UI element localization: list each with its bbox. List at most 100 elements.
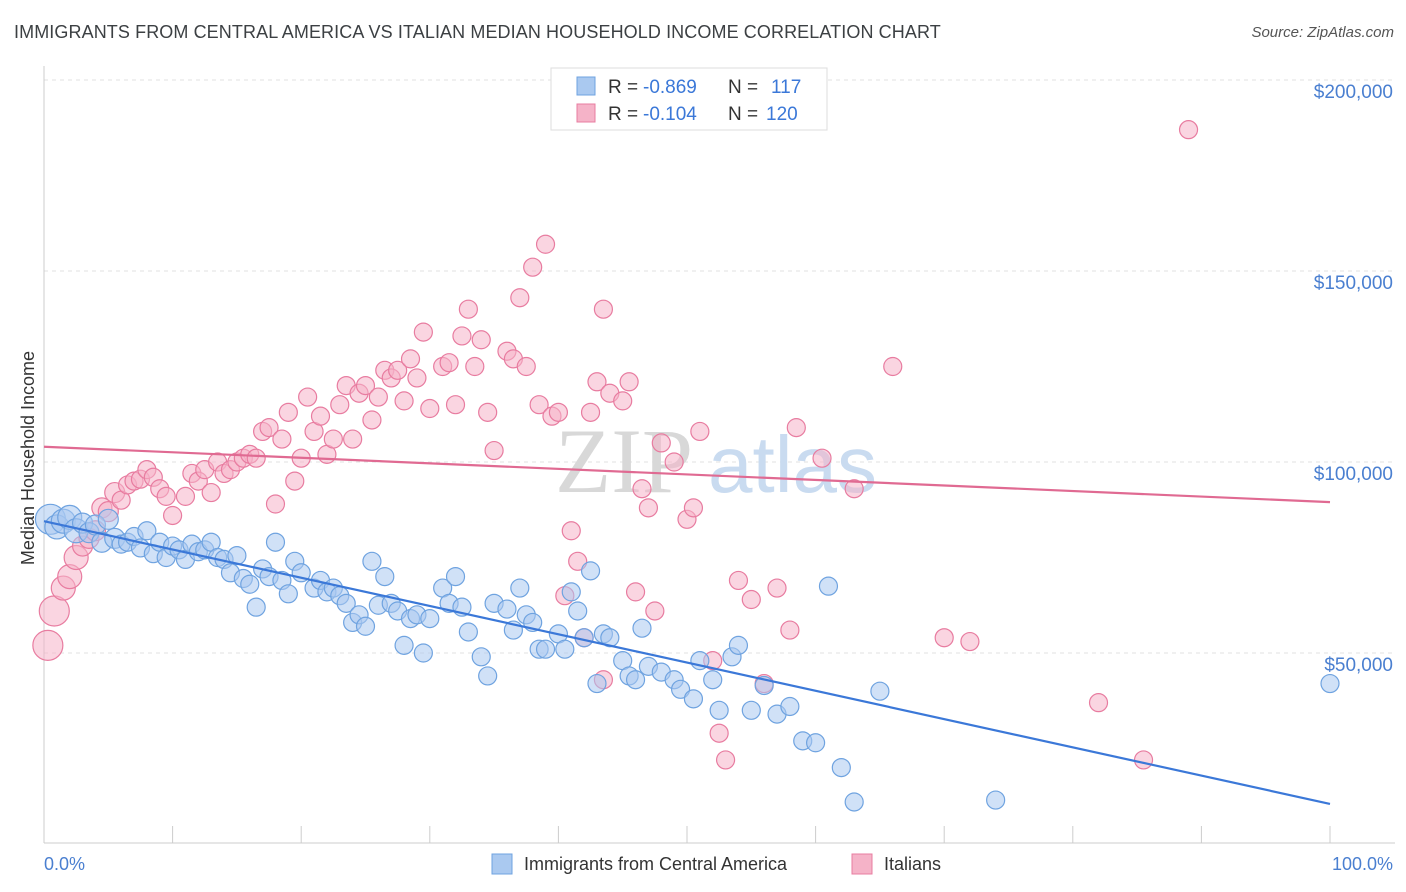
data-point-immigrants — [137, 521, 157, 541]
data-point-immigrants — [497, 599, 517, 619]
data-point-italians — [330, 395, 350, 415]
data-point-immigrants — [600, 628, 620, 648]
data-point-italians — [310, 406, 331, 426]
data-point-italians — [715, 750, 736, 770]
data-point-immigrants — [478, 666, 498, 686]
data-point-italians — [587, 372, 607, 392]
data-point-italians — [265, 494, 286, 514]
data-point-italians — [201, 482, 221, 503]
trend-line-immigrants — [43, 520, 1331, 805]
data-point-italians — [413, 322, 433, 342]
chart-title: IMMIGRANTS FROM CENTRAL AMERICA VS ITALI… — [14, 22, 941, 42]
data-point-immigrants — [394, 635, 414, 655]
data-point-italians — [1088, 693, 1109, 713]
bottom-legend-label-italians: Italians — [884, 854, 941, 874]
data-point-immigrants — [632, 618, 652, 638]
data-point-italians — [368, 387, 388, 407]
data-point-italians — [638, 498, 659, 518]
data-point-italians — [786, 418, 806, 438]
data-point-italians — [343, 429, 363, 449]
data-point-italians — [445, 395, 466, 415]
data-point-italians — [767, 578, 787, 598]
data-point-italians — [465, 356, 485, 377]
data-point-italians — [664, 452, 684, 472]
data-point-italians — [471, 330, 491, 350]
data-point-immigrants — [240, 574, 260, 594]
chart-source: Source: ZipAtlas.com — [1251, 24, 1394, 41]
data-point-italians — [561, 521, 581, 541]
grid-lines — [44, 79, 1395, 654]
data-point-immigrants — [844, 792, 864, 812]
data-point-immigrants — [420, 609, 440, 629]
data-point-italians — [278, 402, 298, 422]
data-point-immigrants — [535, 639, 556, 659]
series-immigrants — [34, 503, 1340, 812]
data-point-italians — [1133, 750, 1154, 770]
bottom-legend-swatch-blue — [491, 853, 513, 875]
data-point-immigrants — [683, 689, 704, 709]
data-point-italians — [568, 551, 588, 571]
y-tick-label: $50,000 — [1324, 655, 1393, 676]
data-point-italians — [323, 429, 343, 449]
data-point-immigrants — [831, 757, 851, 778]
data-point-italians — [32, 629, 64, 661]
data-point-italians — [394, 391, 414, 411]
data-point-italians — [400, 349, 421, 369]
data-point-italians — [883, 356, 903, 377]
data-point-italians — [156, 486, 176, 506]
data-point-italians — [619, 372, 639, 392]
data-point-immigrants — [580, 561, 601, 581]
legend-r-value-1: -0.869 — [643, 77, 697, 98]
bottom-legend-label-immigrants: Immigrants from Central America — [524, 854, 788, 874]
data-point-immigrants — [458, 622, 478, 642]
data-point-italians — [683, 498, 704, 518]
data-point-immigrants — [445, 566, 466, 587]
axes — [43, 66, 1395, 844]
data-point-immigrants — [355, 616, 376, 636]
data-point-immigrants — [246, 597, 266, 617]
y-tick-label: $100,000 — [1314, 464, 1393, 485]
data-point-immigrants — [278, 584, 298, 604]
legend-n-label-2: N = — [728, 104, 758, 125]
data-point-italians — [362, 410, 382, 430]
x-tick-labels: 0.0% 100.0% — [44, 854, 1393, 874]
data-point-immigrants — [728, 635, 749, 655]
data-point-italians — [523, 257, 543, 277]
data-point-italians — [728, 570, 749, 591]
data-point-italians — [285, 471, 305, 491]
legend-swatch-pink — [576, 103, 596, 123]
data-point-immigrants — [265, 532, 286, 552]
data-point-immigrants — [1320, 673, 1340, 694]
data-point-italians — [613, 391, 633, 411]
data-point-immigrants — [986, 790, 1006, 810]
data-point-italians — [163, 505, 183, 526]
top-legend: R = -0.869 N = 117 R = -0.104 N = 120 — [550, 67, 828, 131]
data-point-italians — [439, 353, 459, 373]
data-point-italians — [1178, 120, 1199, 140]
bottom-legend-swatch-pink — [851, 853, 873, 875]
data-point-italians — [625, 582, 646, 602]
data-point-italians — [812, 448, 832, 468]
y-tick-label: $150,000 — [1314, 273, 1393, 294]
data-point-italians — [484, 440, 504, 461]
data-point-italians — [175, 486, 196, 506]
trend-line-italians — [43, 445, 1331, 504]
data-point-italians — [934, 628, 954, 648]
data-point-immigrants — [336, 593, 356, 613]
x-tick-label-max: 100.0% — [1332, 854, 1393, 874]
data-point-immigrants — [568, 601, 588, 621]
series-italians — [32, 120, 1199, 770]
top-legend-box — [550, 67, 828, 131]
data-point-immigrants — [780, 696, 800, 717]
data-point-italians — [516, 356, 536, 377]
trend-lines — [43, 445, 1331, 805]
data-point-immigrants — [709, 700, 729, 720]
data-point-italians — [529, 395, 549, 415]
data-point-italians — [478, 402, 498, 422]
data-point-italians — [510, 288, 530, 308]
data-point-immigrants — [510, 578, 530, 598]
x-tick-label-min: 0.0% — [44, 854, 85, 874]
data-point-italians — [690, 421, 710, 442]
data-point-immigrants — [413, 643, 433, 663]
